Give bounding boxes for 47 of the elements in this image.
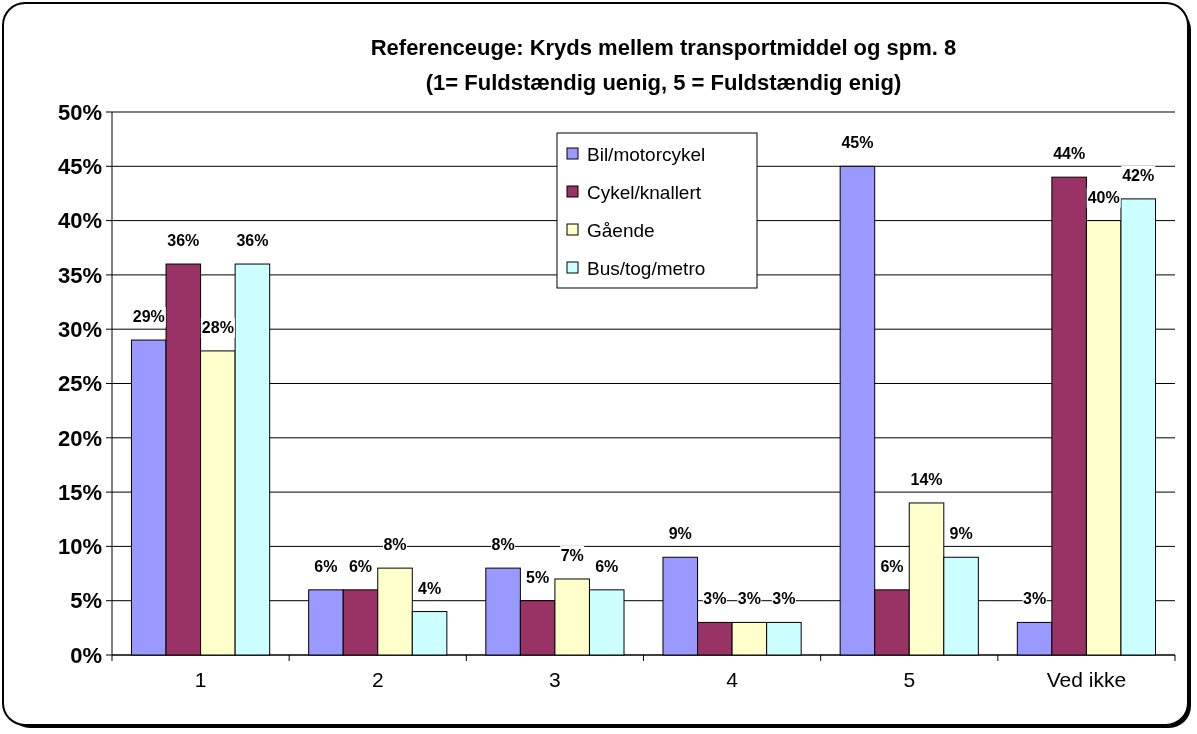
data-label: 6%	[348, 557, 373, 575]
data-label: 45%	[841, 134, 874, 152]
data-label: 4%	[418, 579, 442, 597]
y-tick-label: 0%	[70, 642, 102, 668]
data-label: 6%	[314, 557, 338, 575]
data-label: 3%	[772, 590, 796, 608]
data-label: 6%	[595, 557, 619, 575]
data-label: 44%	[1053, 145, 1086, 163]
data-label: 6%	[880, 557, 904, 575]
data-label: 29%	[132, 308, 165, 326]
data-label: 14%	[910, 470, 943, 488]
y-tick-label: 40%	[57, 208, 102, 234]
data-label: 9%	[668, 525, 692, 543]
legend-label: Cykel/knallert	[587, 181, 702, 203]
x-tick-label: 1	[194, 668, 207, 691]
data-label: 42%	[1122, 166, 1155, 184]
y-tick-label: 35%	[57, 262, 102, 288]
x-tick-label: 2	[371, 668, 384, 691]
legend-label: Gående	[587, 219, 655, 241]
y-tick-label: 50%	[57, 99, 102, 125]
data-label: 5%	[526, 568, 550, 586]
data-label: 36%	[236, 232, 269, 250]
y-tick-label: 30%	[57, 316, 102, 342]
data-label: 36%	[167, 232, 200, 250]
y-tick-label: 25%	[57, 371, 102, 397]
x-tick-label: 5	[903, 668, 916, 691]
data-label: 28%	[201, 318, 234, 336]
data-label: 40%	[1087, 188, 1120, 206]
x-tick-label: Ved ikke	[1046, 668, 1127, 691]
y-tick-label: 45%	[57, 154, 102, 179]
data-label: 9%	[949, 525, 973, 543]
data-label: 8%	[383, 536, 407, 554]
data-label: 3%	[703, 590, 727, 608]
data-label: 3%	[737, 590, 761, 608]
x-tick-label: 3	[549, 668, 561, 691]
legend-label: Bil/motorcykel	[587, 143, 706, 165]
x-tick-label: 4	[726, 668, 739, 691]
y-tick-label: 20%	[57, 425, 102, 451]
y-tick-label: 15%	[57, 479, 102, 505]
y-tick-label: 10%	[57, 534, 102, 560]
legend-label: Bus/tog/metro	[587, 257, 706, 279]
y-tick-label: 5%	[70, 588, 102, 614]
data-label: 3%	[1023, 590, 1047, 608]
chart-title: Referenceuge: Kryds mellem transportmiddel og spm. 8	[370, 35, 957, 60]
chart-subtitle: (1= Fuldstændig uenig, 5 = Fuldstændig enig)	[425, 70, 902, 95]
data-label: 8%	[491, 536, 515, 554]
data-label: 7%	[560, 546, 584, 564]
